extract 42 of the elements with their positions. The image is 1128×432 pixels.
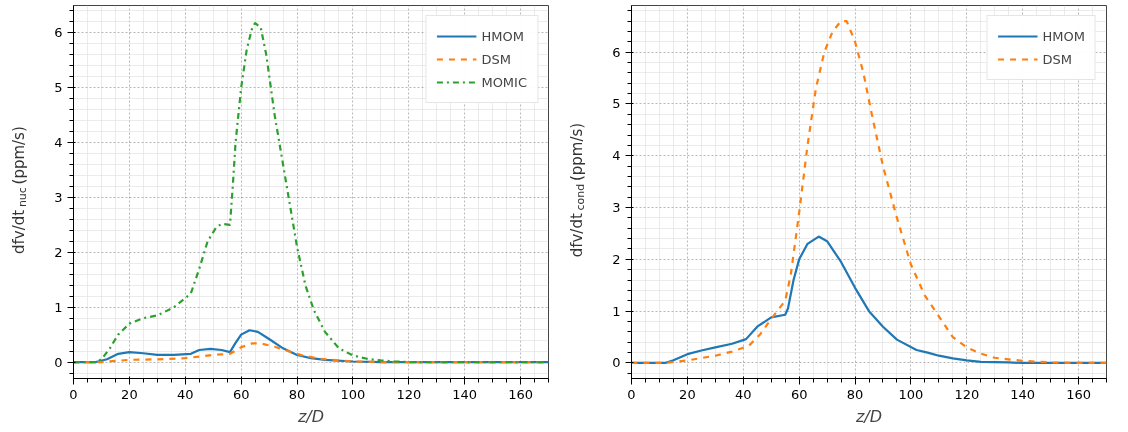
legend-label: DSM — [1042, 51, 1073, 67]
y-tick-label: 4 — [612, 148, 621, 164]
y-tick-label: 1 — [612, 303, 621, 319]
x-tick-label: 0 — [69, 386, 78, 402]
legend-label: HMOM — [1042, 28, 1085, 44]
y-tick-label: 0 — [54, 354, 63, 370]
y-axis-title: dfv/dtcond (ppm/s) — [567, 122, 587, 258]
y-axis-title: dfv/dtnuc (ppm/s) — [9, 126, 29, 254]
x-tick-label: 80 — [846, 386, 864, 402]
y-tick-label: 4 — [54, 135, 63, 151]
x-tick-label: 60 — [232, 386, 250, 402]
x-tick-label: 80 — [288, 386, 306, 402]
y-tick-label: 1 — [54, 299, 63, 315]
y-tick-label: 3 — [612, 200, 621, 216]
legend-label: DSM — [481, 51, 511, 67]
x-axis-title: z/D — [854, 406, 883, 426]
x-tick-label: 160 — [1066, 386, 1091, 402]
x-axis-title: z/D — [296, 406, 325, 426]
y-tick-label: 5 — [54, 80, 63, 96]
y-tick-label: 6 — [54, 25, 63, 41]
x-tick-label: 40 — [734, 386, 752, 402]
y-tick-label: 0 — [612, 355, 621, 371]
y-tick-label: 5 — [612, 96, 621, 112]
x-tick-label: 140 — [452, 386, 478, 402]
y-tick-label: 2 — [54, 244, 63, 260]
x-tick-label: 120 — [954, 386, 980, 402]
x-tick-label: 160 — [508, 386, 533, 402]
line-series — [631, 19, 1107, 365]
y-tick-label: 6 — [612, 44, 621, 60]
x-tick-label: 0 — [627, 386, 636, 402]
y-tick-label: 3 — [54, 189, 63, 205]
x-tick-label: 60 — [790, 386, 808, 402]
legend-label: HMOM — [481, 28, 524, 44]
x-tick-label: 140 — [1010, 386, 1036, 402]
y-tick-label: 2 — [612, 251, 621, 267]
legend-label: MOMIC — [481, 74, 527, 90]
x-tick-label: 40 — [176, 386, 194, 402]
x-tick-label: 120 — [396, 386, 422, 402]
x-tick-label: 100 — [340, 386, 366, 402]
x-tick-label: 20 — [679, 386, 696, 402]
x-tick-label: 20 — [121, 386, 138, 402]
x-tick-label: 100 — [898, 386, 924, 402]
